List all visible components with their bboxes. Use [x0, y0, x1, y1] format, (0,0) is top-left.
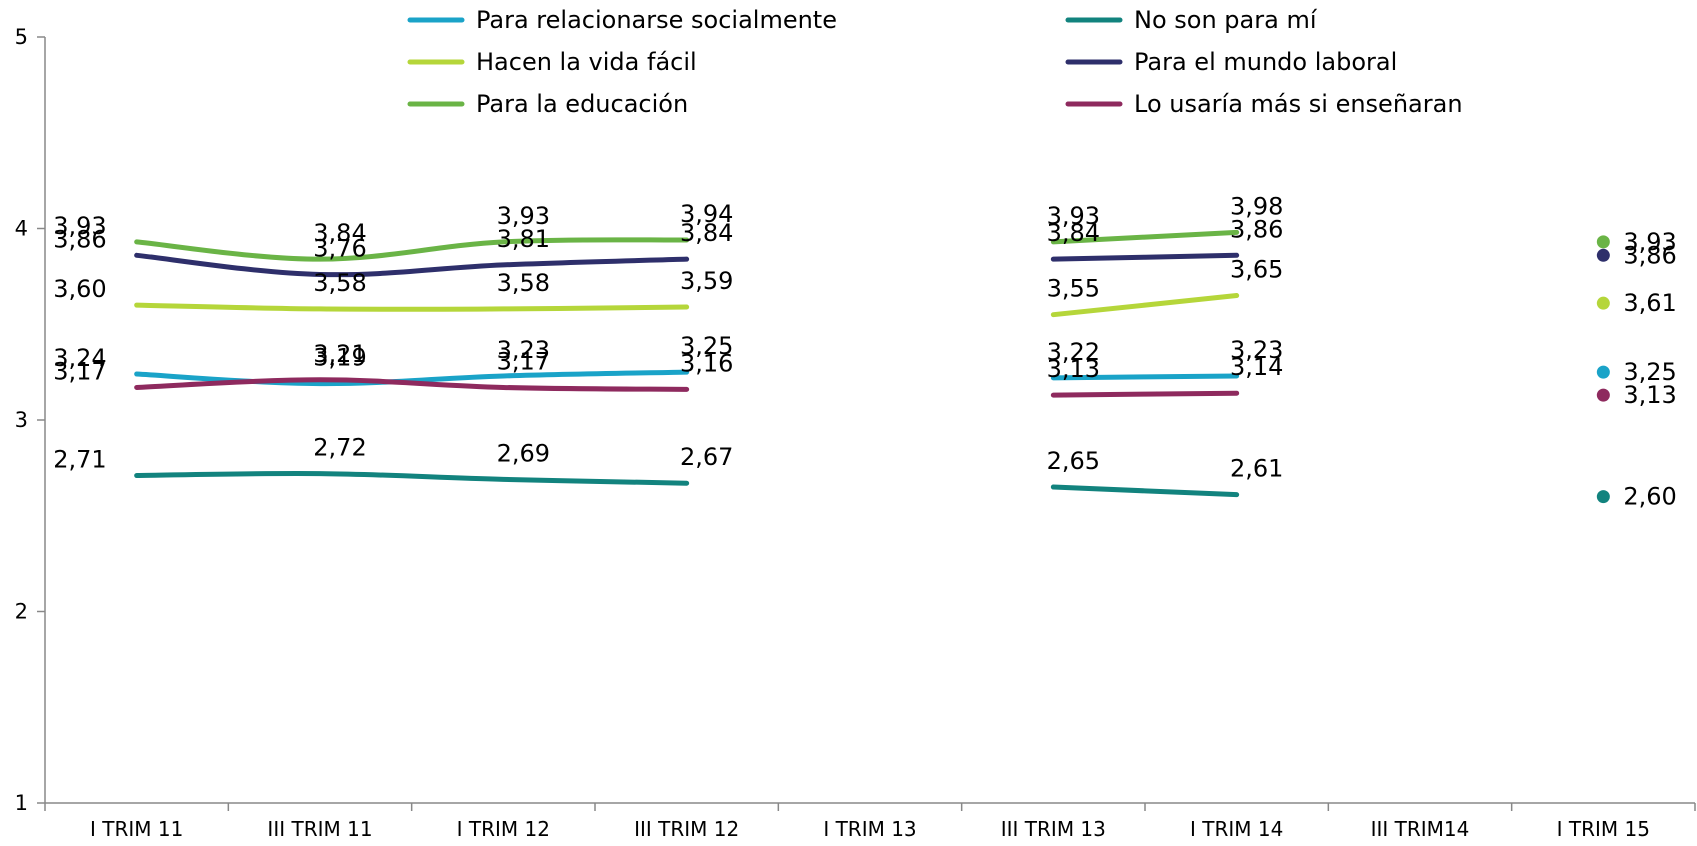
series-4-data-label: 3,86 — [1623, 241, 1676, 269]
series-2-data-label: 2,71 — [53, 446, 106, 474]
series-3-point — [1596, 296, 1610, 310]
series-1-data-label: 3,23 — [497, 336, 550, 364]
legend: Para relacionarse socialmente No son para… — [407, 6, 1463, 118]
series-1-data-label: 3,25 — [680, 332, 733, 360]
y-tick-label: 4 — [15, 217, 28, 241]
legend-label: Para el mundo laboral — [1134, 48, 1397, 76]
series-2-data-label: 2,72 — [313, 434, 366, 462]
series-4-data-label: 3,86 — [53, 225, 106, 253]
series-2-data-label: 2,65 — [1047, 447, 1100, 475]
series-5-data-label: 3,93 — [1623, 228, 1676, 256]
series-5-data-label: 3,93 — [1047, 202, 1100, 230]
series-3-data-label: 3,58 — [313, 269, 366, 297]
series-4-data-label: 3,81 — [497, 225, 550, 253]
series-3-data-label: 3,59 — [680, 267, 733, 295]
x-tick-label: I TRIM 13 — [823, 817, 916, 841]
series-6-data-label: 3,16 — [680, 349, 733, 377]
series-2-line — [1050, 484, 1240, 498]
series-5-data-label: 3,93 — [497, 202, 550, 230]
series-2-data-label: 2,61 — [1230, 455, 1283, 483]
y-tick-label: 5 — [15, 25, 28, 49]
y-tick-label: 2 — [15, 600, 28, 624]
series-4-line — [1050, 252, 1240, 262]
series-4-line — [134, 252, 690, 278]
series-1-data-label: 3,22 — [1047, 338, 1100, 366]
series-2-data-label: 2,69 — [497, 439, 550, 467]
x-tick-label: III TRIM 12 — [634, 817, 739, 841]
x-tick-label: I TRIM 14 — [1190, 817, 1283, 841]
series-6-line — [1050, 390, 1240, 398]
series-1-data-label: 3,25 — [1623, 358, 1676, 386]
series-3-data-label: 3,58 — [497, 269, 550, 297]
series-2-point — [1596, 490, 1610, 504]
x-tick-label: III TRIM 13 — [1001, 817, 1106, 841]
legend-label: No son para mí — [1134, 6, 1318, 34]
legend-label: Para la educación — [476, 90, 688, 118]
legend-label: Lo usaría más si enseñaran — [1134, 90, 1463, 118]
series-6-data-label: 3,17 — [53, 357, 106, 385]
x-tick-label: III TRIM 11 — [267, 817, 372, 841]
x-tick-label: I TRIM 15 — [1557, 817, 1650, 841]
series-5-data-label: 3,84 — [313, 219, 366, 247]
series-5-point — [1596, 235, 1610, 249]
y-tick-label: 1 — [15, 791, 28, 815]
series-6-line — [134, 377, 690, 392]
legend-label: Hacen la vida fácil — [476, 48, 697, 76]
series-3-line — [134, 302, 690, 312]
series-4-data-label: 3,86 — [1230, 215, 1283, 243]
series-6-data-label: 3,13 — [1623, 381, 1676, 409]
series-4-data-label: 3,84 — [680, 219, 733, 247]
series-1-data-label: 3,24 — [53, 344, 106, 372]
series-5-line — [134, 237, 690, 262]
series-1-line — [1050, 373, 1240, 381]
series-lines — [134, 229, 1610, 504]
x-tick-labels: I TRIM 11 III TRIM 11 I TRIM 12 III TRIM 12… — [90, 817, 1650, 841]
series-5-line — [1050, 229, 1240, 245]
x-tick-label: I TRIM 12 — [457, 817, 550, 841]
series-2-line — [134, 470, 690, 486]
y-tick-label: 3 — [15, 408, 28, 432]
series-3-data-label: 3,55 — [1047, 275, 1100, 303]
series-1-data-label: 3,23 — [1230, 336, 1283, 364]
series-6-data-label: 3,21 — [313, 340, 366, 368]
y-tick-labels: 1 2 3 4 5 — [15, 25, 28, 815]
series-4-data-label: 3,84 — [1047, 219, 1100, 247]
series-5-data-label: 3,98 — [1230, 192, 1283, 220]
series-1-data-label: 3,19 — [313, 344, 366, 372]
x-tick-label: I TRIM 11 — [90, 817, 183, 841]
legend-label: Para relacionarse socialmente — [476, 6, 837, 34]
series-4-data-label: 3,76 — [313, 234, 366, 262]
series-2-data-label: 2,60 — [1623, 483, 1676, 511]
series-5-data-label: 3,94 — [680, 200, 733, 228]
series-6-data-label: 3,13 — [1047, 355, 1100, 383]
chart-axes — [37, 36, 1696, 811]
series-3-data-label: 3,61 — [1623, 289, 1676, 317]
series-5-data-label: 3,93 — [53, 212, 106, 240]
series-3-data-label: 3,60 — [53, 275, 106, 303]
series-3-data-label: 3,65 — [1230, 256, 1283, 284]
series-6-data-label: 3,17 — [497, 347, 550, 375]
series-3-line — [1050, 293, 1240, 318]
series-2-data-label: 2,67 — [680, 443, 733, 471]
series-6-point — [1596, 388, 1610, 402]
x-tick-label: III TRIM14 — [1371, 817, 1470, 841]
series-1-point — [1596, 365, 1610, 379]
data-labels: 3,24 3,19 3,23 3,25 3,22 3,23 3,25 2,71 2,72 2,69… — [53, 192, 1677, 510]
series-4-point — [1596, 248, 1610, 262]
series-6-data-label: 3,14 — [1230, 353, 1283, 381]
